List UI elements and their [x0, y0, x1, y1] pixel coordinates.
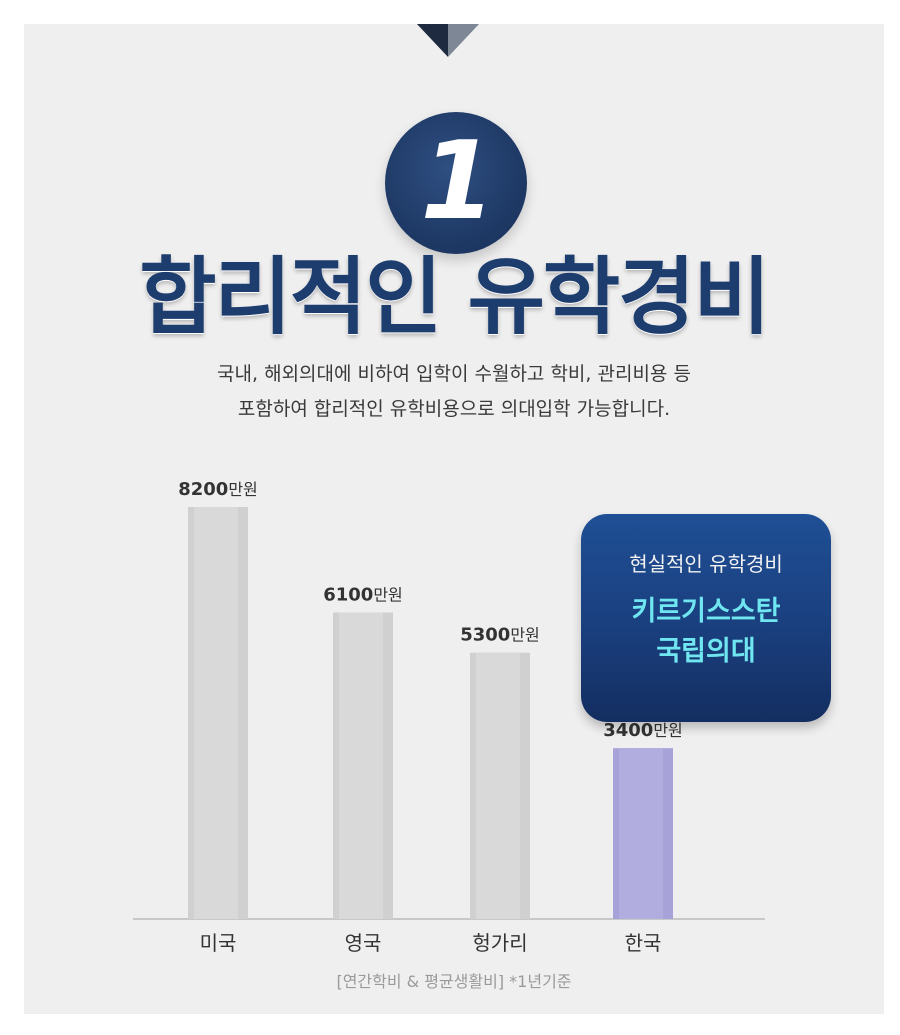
highlight-callout: 현실적인 유학경비 키르기스스탄 국립의대 [581, 514, 831, 722]
bar-sheen-1 [339, 612, 383, 919]
page-title: 합리적인 유학경비 [139, 248, 771, 346]
callout-title-line-2: 국립의대 [656, 636, 756, 667]
bar-sheen-0 [194, 507, 238, 919]
subtitle-line-1: 국내, 해외의대에 비하여 입학이 수월하고 학비, 관리비용 등 [217, 363, 691, 385]
category-label-1: 영국 [345, 931, 382, 955]
value-label-0: 8200만원 [178, 479, 258, 500]
value-label-3: 3400만원 [603, 720, 683, 741]
callout-subtitle: 현실적인 유학경비 [629, 552, 783, 576]
value-label-1: 6100만원 [323, 585, 403, 606]
footnote: [연간학비 & 평균생활비] *1년기준 [336, 972, 572, 991]
category-label-2: 헝가리 [472, 931, 527, 955]
subtitle-line-2: 포함하여 합리적인 유학비용으로 의대입학 가능합니다. [237, 398, 671, 420]
category-label-0: 미국 [200, 931, 237, 955]
callout-title-line-1: 키르기스스탄 [631, 596, 781, 627]
infographic-panel: 1 합리적인 유학경비 국내, 해외의대에 비하여 입학이 수월하고 학비, 관… [24, 24, 884, 1014]
category-label-3: 한국 [625, 931, 662, 955]
callout-title: 키르기스스탄 국립의대 [581, 592, 831, 672]
value-label-2: 5300만원 [460, 625, 540, 646]
badge-number: 1 [420, 119, 495, 244]
number-badge: 1 [385, 112, 527, 254]
bar-sheen-3 [619, 748, 663, 919]
down-arrow-icon [416, 24, 480, 57]
bar-sheen-2 [476, 652, 520, 919]
